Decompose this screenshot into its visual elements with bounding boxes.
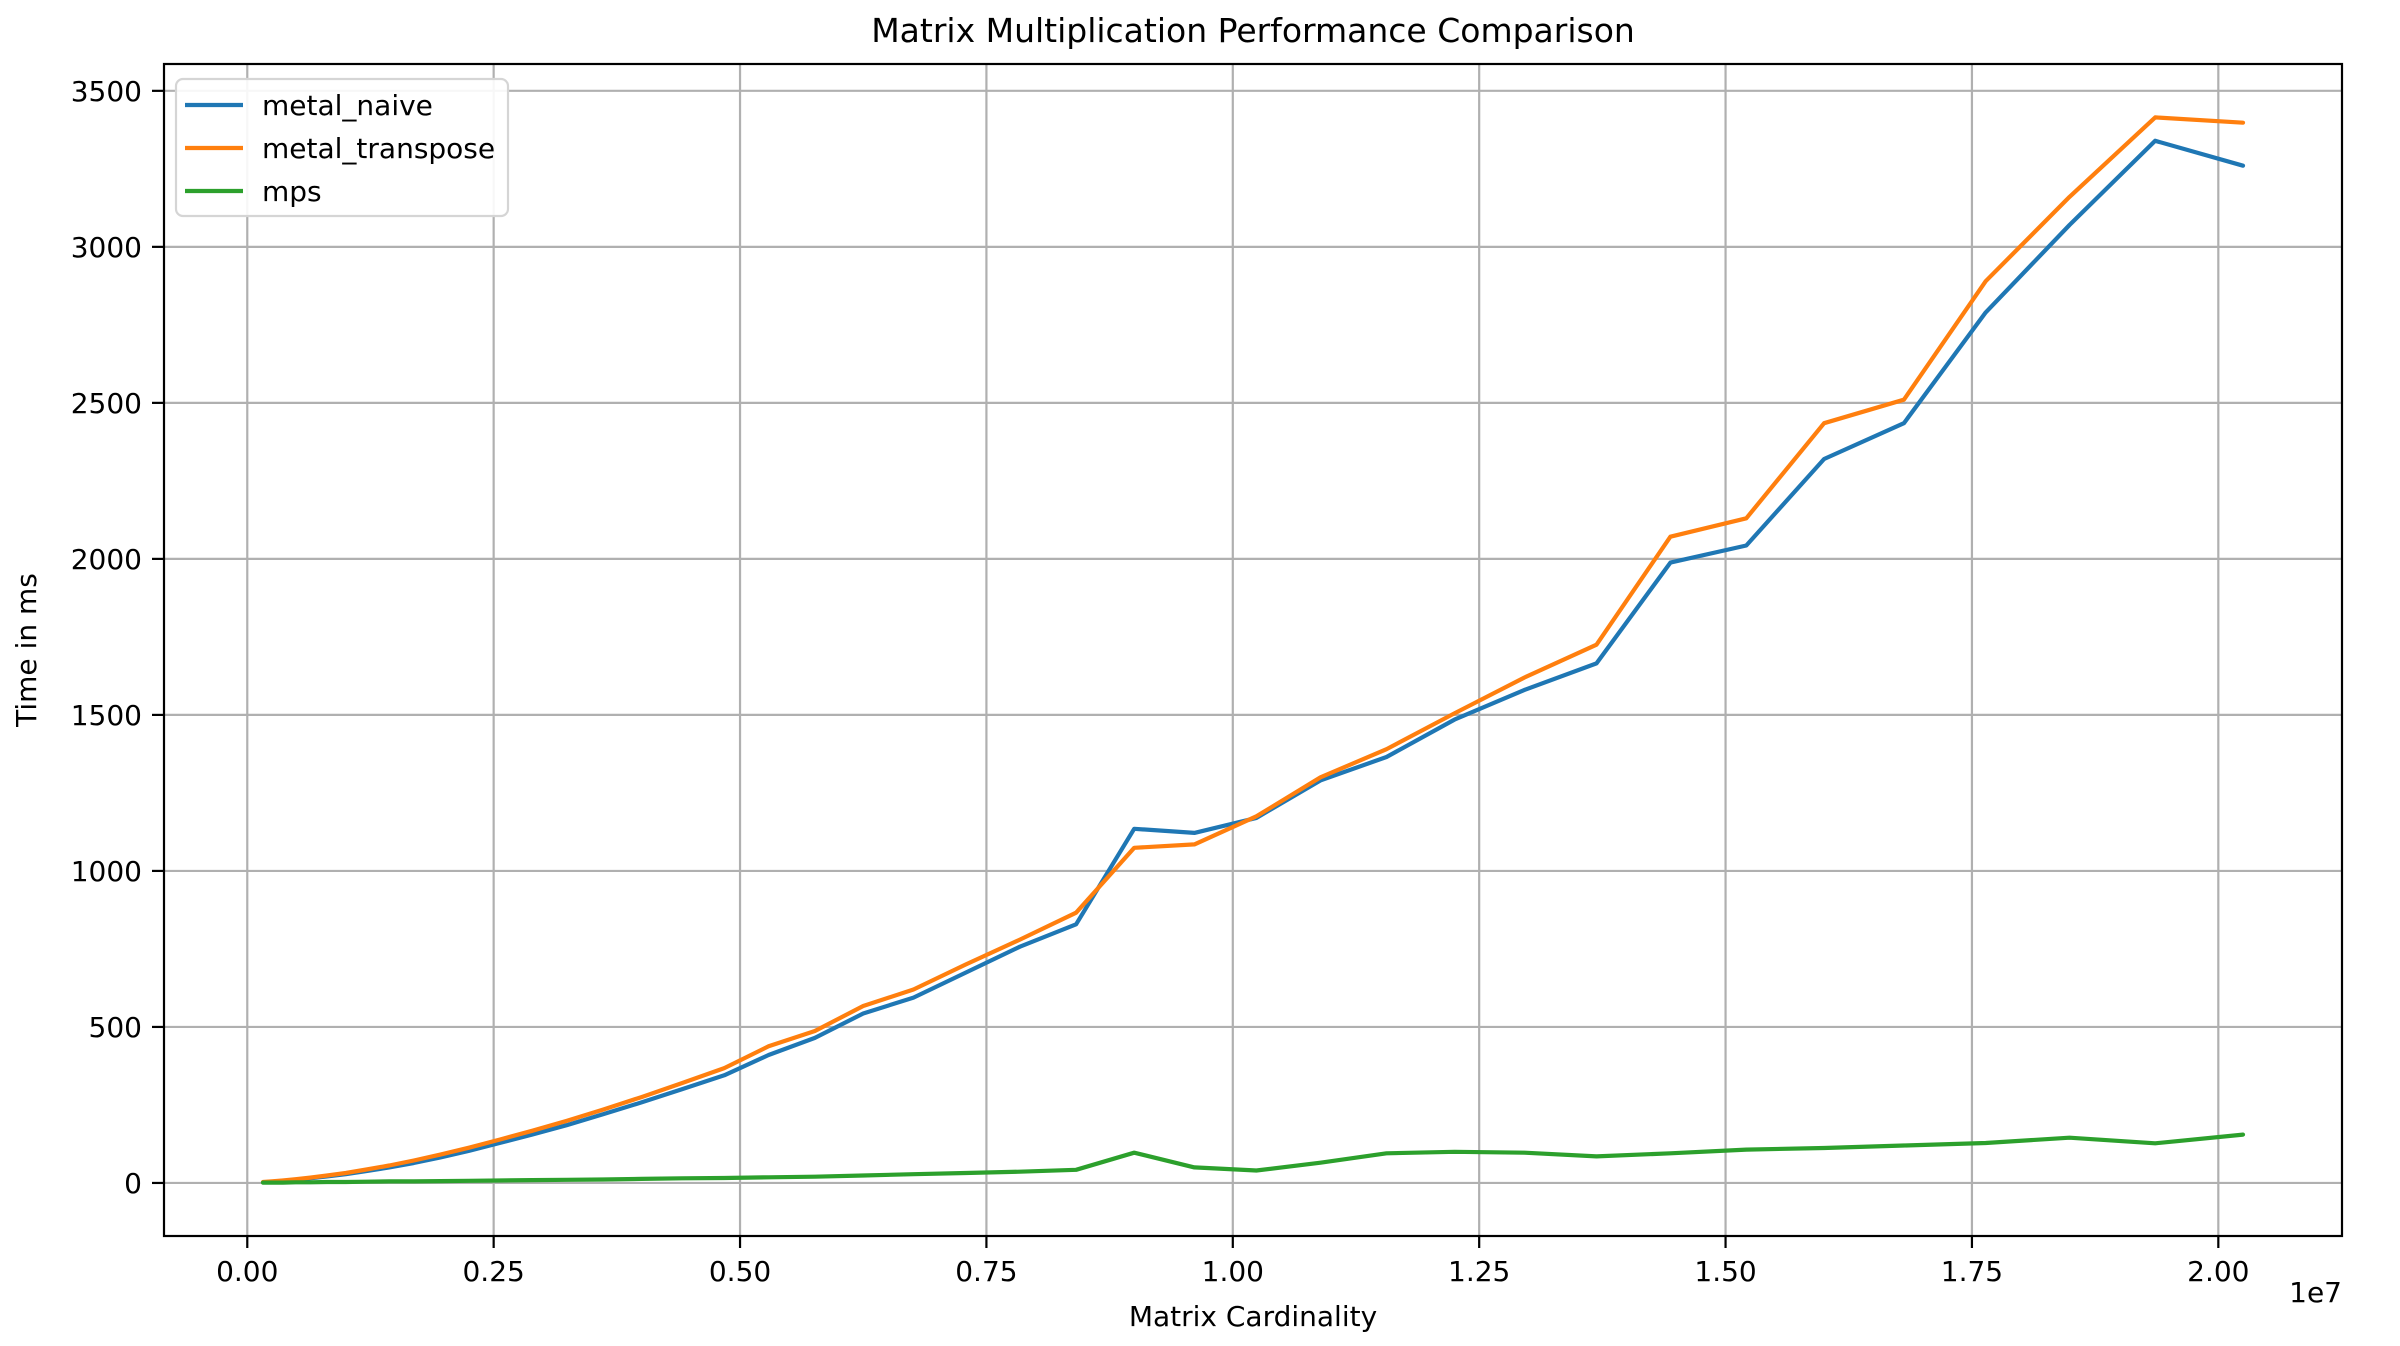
x-tick-labels: 0.00 0.25 0.50 0.75 1.00 1.25 1.50 1.75 2.00 (216, 1255, 2249, 1288)
series-line-metal_transpose (260, 115, 2246, 1185)
x-tick-label: 0.25 (462, 1255, 524, 1288)
y-tick-label: 3500 (71, 75, 142, 108)
x-tick-label: 2.00 (2187, 1255, 2249, 1288)
gridlines (164, 64, 2342, 1236)
legend-label: metal_naive (262, 89, 433, 122)
y-tick-label: 2500 (71, 387, 142, 420)
axes-spines (162, 62, 2344, 1238)
legend-label: mps (262, 175, 322, 208)
x-axis-offset-label: 1e7 (2289, 1276, 2342, 1309)
y-tick-label: 1000 (71, 855, 142, 888)
axes-border (162, 62, 2344, 1238)
chart-title: Matrix Multiplication Performance Compar… (871, 11, 1635, 50)
x-tick-label: 0.00 (216, 1255, 278, 1288)
x-tick-label: 0.75 (955, 1255, 1017, 1288)
series-lines (260, 115, 2246, 1185)
series-line-mps (260, 1132, 2246, 1185)
x-tick-label: 1.75 (1941, 1255, 2003, 1288)
x-tick-label: 1.00 (1202, 1255, 1264, 1288)
legend-entry-mps: mps (185, 175, 322, 208)
legend-entry-metal_naive: metal_naive (185, 89, 433, 122)
y-tick-label: 0 (124, 1167, 142, 1200)
y-tick-labels: 0 500 1000 1500 2000 2500 3000 3500 (71, 75, 142, 1200)
y-tick-label: 1500 (71, 699, 142, 732)
legend-label: metal_transpose (262, 132, 495, 165)
x-tick-label: 0.50 (709, 1255, 771, 1288)
y-tick-label: 2000 (71, 543, 142, 576)
y-axis-label: Time in ms (10, 573, 43, 728)
x-axis-label: Matrix Cardinality (1129, 1300, 1377, 1333)
axis-ticks (152, 89, 2220, 1248)
y-tick-label: 3000 (71, 231, 142, 264)
legend-box (174, 77, 510, 218)
y-tick-label: 500 (89, 1011, 142, 1044)
legend-entry-metal_transpose: metal_transpose (185, 132, 495, 165)
x-tick-label: 1.25 (1448, 1255, 1510, 1288)
x-tick-label: 1.50 (1694, 1255, 1756, 1288)
